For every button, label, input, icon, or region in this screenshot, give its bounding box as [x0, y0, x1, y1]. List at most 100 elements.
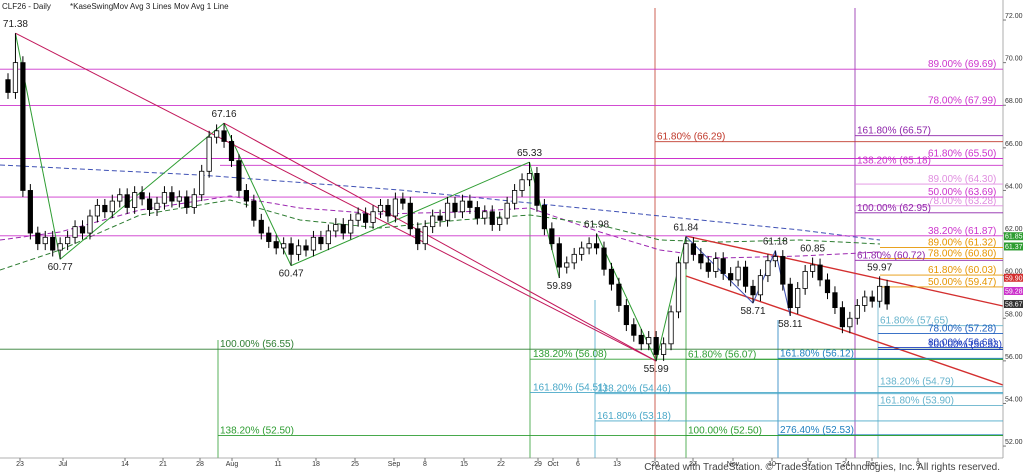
candle-body	[541, 204, 548, 230]
y-tick-label: 56.00	[1005, 354, 1023, 361]
x-tick-label: Aug	[226, 461, 239, 468]
level-label: 78.00% (63.28)	[928, 196, 996, 207]
candle-body	[556, 243, 562, 268]
candle-body	[705, 262, 711, 272]
swing-line	[223, 122, 657, 362]
candle-body	[266, 232, 272, 242]
swing-label: 59.97	[867, 262, 892, 273]
candle-body	[661, 343, 667, 355]
candle-body	[683, 243, 689, 264]
candle-body	[370, 211, 376, 223]
candle-body	[12, 62, 19, 93]
level-label: 61.80% (65.50)	[928, 148, 996, 159]
candle-body	[407, 202, 413, 230]
candle-body	[802, 270, 808, 289]
candle-body	[213, 130, 220, 138]
candle-body	[616, 283, 622, 306]
swing-label: 61.18	[763, 237, 788, 248]
y-tick-label: 60.00	[1005, 269, 1023, 276]
y-tick-label: 58.00	[1005, 311, 1023, 318]
x-tick-label: Nov	[727, 461, 740, 468]
y-tick-label: 66.00	[1005, 141, 1023, 148]
candle-body	[452, 202, 458, 213]
candle-body	[355, 213, 361, 221]
candle-body	[132, 192, 138, 208]
level-label: 80.00% (56.63)	[928, 337, 996, 348]
candle-body	[847, 317, 853, 328]
candle-body	[422, 226, 428, 245]
level-label: 89.00% (61.32)	[928, 238, 996, 249]
level-label: 61.80% (56.07)	[688, 349, 756, 360]
candle-body	[668, 311, 674, 345]
candle-body	[243, 190, 249, 202]
level-label: 276.40% (52.53)	[780, 425, 854, 436]
level-label: 138.20% (65.18)	[857, 155, 931, 166]
level-label: 138.20% (54.79)	[880, 377, 954, 388]
level-label: 161.80% (53.18)	[597, 411, 671, 422]
candle-body	[869, 296, 875, 302]
candle-body	[579, 247, 585, 255]
candle-body	[638, 334, 644, 345]
candle-body	[102, 204, 108, 213]
candle-body	[415, 228, 421, 245]
level-label: 78.00% (57.28)	[928, 324, 996, 335]
candle-body	[832, 292, 838, 309]
price-badge-label: 59.90	[1005, 275, 1023, 282]
candle-body	[117, 194, 123, 202]
candle-body	[303, 245, 309, 251]
level-label: 61.80% (57.65)	[880, 316, 948, 327]
level-label: 50.00% (59.47)	[928, 277, 996, 288]
candle-body	[817, 264, 823, 281]
x-tick-label: 27	[689, 461, 697, 468]
candle-body	[42, 236, 48, 245]
indicator-label: Mov Avg 3 Lines	[113, 2, 172, 11]
candle-body	[571, 253, 577, 264]
x-tick-label: Jul	[59, 461, 68, 468]
candle-body	[497, 217, 503, 225]
price-badge	[1004, 232, 1023, 241]
y-tick-label: 64.00	[1005, 183, 1023, 190]
candle-body	[765, 260, 771, 277]
candle-body	[236, 160, 242, 191]
candle-body	[713, 258, 719, 272]
level-label: 61.80% (66.29)	[657, 132, 725, 143]
candle-body	[489, 211, 495, 225]
y-tick-label: 54.00	[1005, 396, 1023, 403]
candle-body	[20, 62, 26, 191]
candle-body	[109, 200, 115, 213]
x-tick-label: 29	[534, 461, 542, 468]
price-badge-label: 59.28	[1005, 288, 1023, 295]
x-tick-label: 11	[274, 461, 281, 468]
candle-body	[459, 200, 466, 213]
candle-body	[221, 130, 227, 142]
candle-body	[333, 224, 339, 232]
swing-line	[685, 236, 754, 304]
candle-body	[698, 253, 704, 264]
x-tick-label: Sep	[388, 461, 401, 468]
candle-body	[94, 204, 100, 217]
candle-body	[474, 207, 480, 219]
swing-label: 67.16	[212, 109, 237, 120]
swing-line	[15, 32, 657, 362]
candle-body	[27, 190, 33, 234]
x-tick-label: 13	[613, 461, 621, 468]
candle-body	[199, 170, 205, 196]
y-tick-label: 62.00	[1005, 226, 1023, 233]
moving-average	[0, 199, 881, 271]
candle-body	[482, 211, 488, 219]
candle-body	[757, 275, 764, 296]
candle-body	[348, 219, 354, 234]
swing-label: 61.98	[584, 219, 609, 230]
level-label: 38.20% (61.87)	[928, 226, 996, 237]
candle-body	[57, 243, 63, 251]
candle-body	[5, 79, 11, 93]
candle-body	[124, 194, 130, 208]
candle-body	[735, 266, 741, 281]
level-label: 100.00% (56.55)	[220, 339, 294, 350]
trend-line	[685, 275, 1004, 386]
indicator-label: *KaseSwing	[70, 2, 113, 11]
candle-body	[787, 283, 793, 309]
x-tick-label: 18	[312, 461, 320, 468]
candle-body	[653, 337, 659, 355]
